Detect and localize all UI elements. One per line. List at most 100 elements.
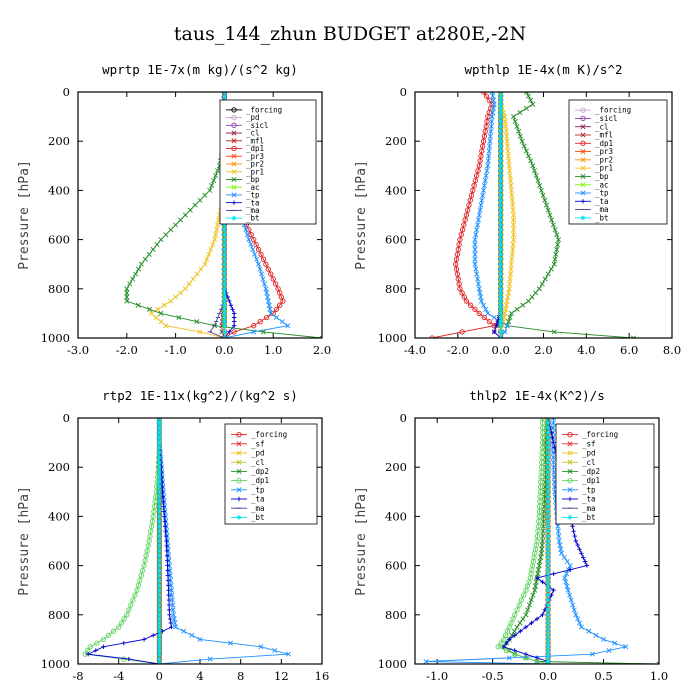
series-marker: [498, 311, 503, 316]
series-marker: [545, 504, 551, 509]
legend: _forcing_sicl_cl_mfl_dp1_pr3_pr2_pr1_bp_…: [568, 99, 668, 225]
legend-entry: _pr1: [575, 164, 613, 173]
series-marker: [101, 644, 106, 649]
series-marker: [498, 143, 503, 149]
series-marker: [514, 123, 520, 129]
series-marker: [130, 597, 136, 603]
series-marker: [146, 251, 152, 257]
series-marker: [545, 655, 551, 661]
series-marker: [166, 597, 172, 603]
series-marker: [475, 276, 481, 282]
series-marker: [486, 318, 492, 325]
series-marker: [523, 587, 529, 593]
series-marker: [267, 306, 273, 312]
series-marker: [148, 528, 154, 534]
series-marker: [542, 276, 548, 282]
chart-panel-4: thlp2 1E-4x(K^2)/s Pressure [hPa] -1.0 -0.5…: [354, 388, 668, 683]
series-marker: [545, 455, 551, 460]
series-marker: [518, 597, 525, 603]
series-marker: [567, 563, 573, 569]
series-marker: [260, 256, 267, 262]
legend-entry: _bt: [231, 513, 265, 522]
series-marker: [163, 323, 169, 329]
x-tick-label: -1.0: [165, 343, 187, 357]
series-marker: [454, 251, 461, 258]
plot-frame: [414, 91, 673, 339]
series-marker: [105, 632, 112, 638]
series-marker: [545, 592, 551, 598]
legend-label: _sicl: [595, 114, 618, 123]
series-marker: [459, 227, 466, 233]
series-marker: [601, 636, 607, 642]
series-marker: [545, 602, 551, 608]
series-marker: [523, 612, 529, 618]
series-marker: [570, 602, 576, 608]
series-marker: [222, 262, 227, 267]
y-tick-label: 600: [385, 233, 407, 247]
series-marker: [545, 207, 551, 213]
series-marker: [510, 246, 516, 252]
series-marker: [192, 202, 198, 208]
legend-marker: [231, 122, 237, 128]
series-marker: [498, 222, 503, 228]
series-marker: [545, 542, 551, 548]
series-marker: [510, 207, 516, 213]
series-marker: [529, 620, 534, 626]
legend-entry: _ac: [575, 180, 609, 189]
series-marker: [533, 579, 539, 585]
series-marker: [483, 93, 490, 99]
series-marker: [538, 187, 544, 193]
series-marker: [209, 182, 215, 188]
legend-marker: [567, 450, 573, 456]
legend-entry: _forcing: [231, 430, 287, 439]
series-marker: [164, 553, 170, 558]
series-marker: [157, 612, 162, 617]
series-marker: [538, 474, 544, 480]
series-marker: [630, 335, 636, 338]
series-marker: [169, 624, 174, 630]
series-marker: [539, 459, 545, 465]
series-marker: [537, 489, 543, 495]
legend-label: _pd: [582, 449, 596, 458]
series-marker: [222, 247, 227, 252]
legend-marker: [231, 200, 237, 205]
series-marker: [491, 101, 497, 107]
legend-marker: [231, 114, 237, 121]
series-marker: [475, 281, 481, 287]
legend-marker: [231, 138, 237, 144]
series-marker: [176, 314, 182, 321]
plot-area: [82, 418, 291, 664]
legend-marker: [567, 487, 573, 493]
series-marker: [542, 494, 548, 500]
y-tick-label: 800: [385, 282, 407, 296]
series-marker: [541, 499, 547, 505]
series-marker: [498, 232, 503, 237]
legend-label: _tp: [582, 485, 596, 494]
series-marker: [160, 499, 166, 504]
series-marker: [498, 298, 503, 304]
series-marker: [573, 538, 579, 544]
series-marker: [468, 192, 475, 198]
series-marker: [472, 306, 478, 312]
series-marker: [253, 241, 259, 248]
legend-marker: [580, 173, 586, 179]
series-marker: [138, 572, 144, 579]
series-marker: [540, 579, 545, 585]
series-marker: [163, 528, 168, 534]
series-marker: [157, 538, 162, 544]
series-marker: [572, 533, 577, 539]
series-marker: [556, 533, 562, 539]
series-marker: [575, 616, 581, 622]
series-marker: [482, 128, 488, 135]
series-marker: [154, 242, 160, 248]
series-marker: [612, 640, 618, 646]
series-marker: [551, 571, 556, 576]
series-marker: [623, 644, 629, 650]
series-marker: [454, 271, 461, 277]
series-marker: [172, 620, 178, 626]
series-marker: [222, 276, 227, 282]
series-marker: [157, 494, 162, 499]
series-marker: [222, 286, 227, 291]
series-marker: [506, 624, 512, 630]
series-marker: [545, 514, 551, 519]
